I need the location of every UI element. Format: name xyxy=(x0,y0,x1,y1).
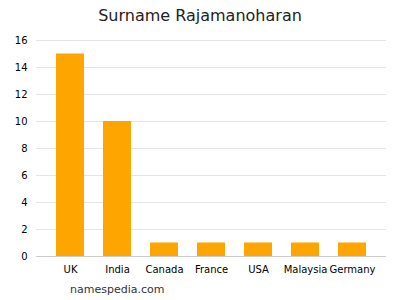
svg-text:Canada: Canada xyxy=(145,264,183,275)
svg-text:16: 16 xyxy=(15,35,28,46)
svg-text:UK: UK xyxy=(64,264,78,275)
html-text:Surname Rajamanoharan: Surname Rajamanoharan xyxy=(98,6,302,25)
svg-text:USA: USA xyxy=(248,264,269,275)
svg-text:10: 10 xyxy=(15,116,28,127)
svg-text:Germany: Germany xyxy=(330,264,376,275)
svg-text:0: 0 xyxy=(21,251,27,262)
html-text:namespedia.com: namespedia.com xyxy=(70,283,165,296)
svg-text:India: India xyxy=(105,264,130,275)
svg-text:12: 12 xyxy=(15,89,28,100)
svg-text:4: 4 xyxy=(21,197,27,208)
svg-text:2: 2 xyxy=(21,224,27,235)
svg-text:8: 8 xyxy=(21,143,27,154)
svg-text:6: 6 xyxy=(21,170,27,181)
svg-text:Malaysia: Malaysia xyxy=(284,264,328,275)
svg-text:14: 14 xyxy=(15,62,28,73)
svg-text:France: France xyxy=(195,264,228,275)
